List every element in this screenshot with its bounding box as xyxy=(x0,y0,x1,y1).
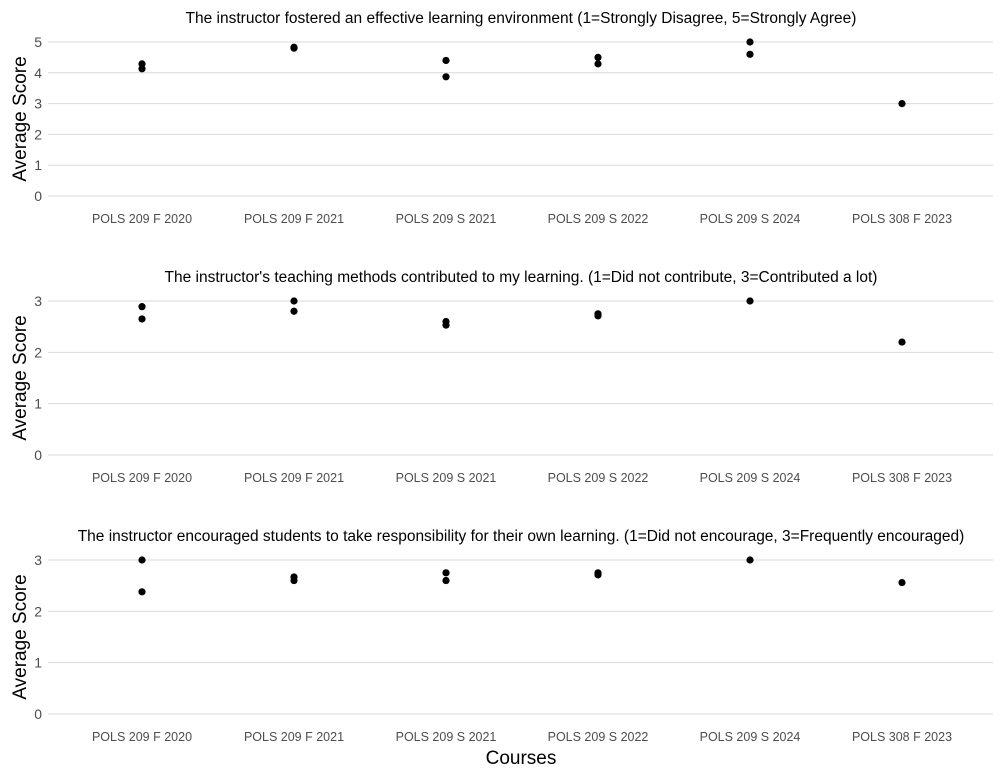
chart-title: The instructor's teaching methods contri… xyxy=(165,269,878,286)
data-point xyxy=(138,65,146,73)
data-point xyxy=(594,312,602,320)
x-tick-label: POLS 209 S 2024 xyxy=(700,730,801,744)
x-tick-label: POLS 209 S 2024 xyxy=(700,212,801,226)
data-point xyxy=(442,321,450,329)
data-point xyxy=(138,315,146,323)
data-point xyxy=(594,53,602,62)
x-tick-label: POLS 308 F 2023 xyxy=(852,471,952,485)
x-tick-label: POLS 209 S 2024 xyxy=(700,471,801,485)
chart-title: The instructor encouraged students to ta… xyxy=(78,528,965,545)
x-tick-label: POLS 209 S 2022 xyxy=(548,212,649,226)
y-tick-label: 0 xyxy=(34,706,42,722)
x-tick-label: POLS 209 F 2020 xyxy=(92,730,192,744)
y-tick-label: 2 xyxy=(34,603,42,619)
data-point xyxy=(290,297,298,305)
data-point xyxy=(442,73,450,81)
x-tick-label: POLS 308 F 2023 xyxy=(852,212,952,226)
data-point xyxy=(746,556,754,564)
x-tick-label: POLS 209 S 2021 xyxy=(396,212,497,226)
x-tick-label: POLS 209 F 2021 xyxy=(244,471,344,485)
data-point xyxy=(138,303,146,311)
chart-panel-1: 0 1 2 3 4 5 POLS 209 F 2020 POLS 209 F 2021 POLS… xyxy=(10,10,993,226)
data-point xyxy=(898,100,906,108)
x-tick-label: POLS 209 S 2022 xyxy=(548,471,649,485)
data-point xyxy=(746,50,754,58)
y-axis-label: Average Score xyxy=(10,56,31,181)
data-point xyxy=(746,38,754,46)
data-point xyxy=(290,43,298,51)
data-point xyxy=(442,569,450,577)
y-tick-label: 0 xyxy=(34,188,42,204)
y-tick-label: 3 xyxy=(34,552,42,568)
data-point xyxy=(594,60,602,68)
data-point xyxy=(138,60,146,68)
data-point xyxy=(138,556,146,564)
y-axis-label: Average Score xyxy=(10,315,31,440)
y-tick-label: 3 xyxy=(34,293,42,309)
data-point xyxy=(290,307,298,315)
data-point xyxy=(138,588,146,596)
x-tick-label: POLS 209 F 2021 xyxy=(244,212,344,226)
x-tick-label: POLS 209 F 2021 xyxy=(244,730,344,744)
data-point xyxy=(746,297,754,305)
y-tick-label: 1 xyxy=(34,157,42,173)
x-tick-label: POLS 209 F 2020 xyxy=(92,471,192,485)
y-tick-label: 1 xyxy=(34,396,42,412)
data-point xyxy=(442,576,450,585)
x-tick-label: POLS 209 S 2022 xyxy=(548,730,649,744)
x-axis-label: Courses xyxy=(486,748,557,769)
y-tick-label: 5 xyxy=(34,34,42,50)
x-tick-label: POLS 209 S 2021 xyxy=(396,730,497,744)
y-tick-label: 2 xyxy=(34,126,42,142)
y-tick-label: 2 xyxy=(34,344,42,360)
chart-title: The instructor fostered an effective lea… xyxy=(186,10,857,27)
x-tick-label: POLS 209 S 2021 xyxy=(396,471,497,485)
chart-panel-3: 0 1 2 3 POLS 209 F 2020 POLS 209 F 2021 POLS 2… xyxy=(10,528,993,769)
data-point xyxy=(594,571,602,579)
data-point xyxy=(898,338,906,346)
data-point xyxy=(898,578,906,587)
x-tick-label: POLS 209 F 2020 xyxy=(92,212,192,226)
x-tick-label: POLS 308 F 2023 xyxy=(852,730,952,744)
data-point xyxy=(442,56,450,65)
data-point xyxy=(290,576,298,585)
y-tick-label: 4 xyxy=(34,65,42,81)
y-axis-label: Average Score xyxy=(10,574,31,699)
y-tick-label: 3 xyxy=(34,96,42,112)
y-tick-label: 1 xyxy=(34,655,42,671)
y-tick-label: 0 xyxy=(34,447,42,463)
chart-panel-2: 0 1 2 3 POLS 209 F 2020 POLS 209 F 2021 POLS 2… xyxy=(10,269,993,485)
